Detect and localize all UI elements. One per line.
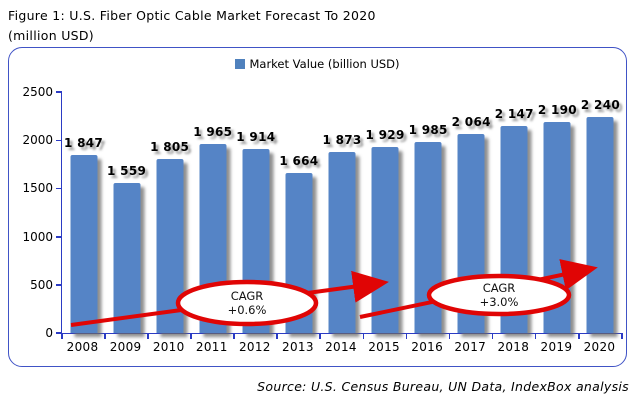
x-axis-label: 2013 [282, 340, 314, 354]
figure-units-subtitle: (million USD) [8, 28, 94, 43]
x-axis-labels: 2008 2009 2010 2011 2012 2013 2014 2015 2016 2017… [61, 340, 621, 354]
bar-slot: 2 240 [579, 92, 622, 333]
x-axis-label: 2019 [540, 340, 573, 354]
bar-slot: 1 873 [320, 92, 363, 333]
chart-frame: Market Value (billion USD) 1 847 1 559 1 8… [8, 47, 627, 367]
bar-value-label: 1 847 [63, 135, 104, 150]
x-axis-label: 2014 [325, 340, 357, 354]
bar-value-label: 2 190 [537, 102, 577, 117]
y-axis-tick [56, 236, 62, 238]
cagr-annotation-2: CAGR +3.0% [480, 281, 519, 309]
legend-series-label: Market Value (billion USD) [249, 57, 400, 71]
x-axis-label: 2010 [152, 340, 185, 354]
bar-value-label: 1 965 [193, 124, 233, 139]
plot-area: 1 847 1 559 1 805 1 965 1 914 1 664 1 873 1 929… [22, 85, 623, 340]
y-axis-tick [56, 139, 62, 142]
bar-slot: 1 805 [148, 92, 191, 333]
bar-value-label: 1 559 [107, 163, 147, 178]
cagr-annotation-2-value: +3.0% [479, 295, 519, 309]
bar-slot: 1 847 [62, 92, 105, 333]
bar-value-label: 1 929 [365, 128, 405, 143]
x-axis-tick [534, 333, 537, 339]
x-axis-tick [190, 333, 192, 339]
x-axis-label: 2012 [238, 340, 271, 354]
x-axis-tick [491, 333, 494, 339]
x-axis-label: 2017 [454, 340, 487, 354]
bar-value-label: 2 147 [494, 107, 534, 122]
x-axis-tick [362, 333, 365, 339]
cagr-annotation-1: CAGR +0.6% [228, 289, 267, 317]
y-axis-label: 0 [45, 326, 53, 340]
chart-legend: Market Value (billion USD) [9, 57, 626, 71]
y-axis-tick [56, 187, 62, 190]
bar-2015 [371, 147, 399, 333]
x-axis-tick [319, 333, 322, 339]
bar-2010 [156, 159, 184, 333]
y-axis-label: 500 [30, 277, 53, 292]
bar-value-label: 1 985 [408, 122, 448, 137]
x-axis-tick [405, 333, 408, 339]
cagr-annotation-1-value: +0.6% [227, 303, 267, 317]
x-axis-tick [147, 333, 149, 339]
x-axis-label: 2018 [497, 340, 530, 354]
bar-2020 [586, 117, 614, 333]
bar-slot: 1 664 [277, 92, 320, 333]
cagr-annotation-1-title: CAGR [230, 289, 264, 303]
bar-slot: 1 985 [407, 92, 450, 333]
bar-value-label: 1 664 [279, 153, 319, 168]
bar-2019 [543, 121, 571, 333]
bar-slot: 1 559 [105, 92, 148, 333]
y-axis-tick [56, 332, 62, 334]
x-axis-tick [577, 333, 580, 339]
bar-value-label: 1 805 [150, 140, 190, 154]
bar-slot: 1 929 [364, 92, 407, 333]
x-axis-tick [621, 333, 623, 339]
legend-series-swatch-icon [235, 59, 246, 69]
x-axis-label: 2011 [195, 340, 228, 354]
bar-2008 [70, 154, 98, 333]
x-axis-label: 2009 [109, 340, 142, 354]
bar-value-label: 2 064 [451, 115, 491, 130]
bar-2009 [113, 182, 141, 333]
x-axis-label: 2016 [411, 340, 444, 354]
x-axis-tick [448, 333, 451, 339]
bar-2016 [414, 141, 442, 333]
x-axis-tick [233, 333, 235, 339]
cagr-annotation-2-title: CAGR [482, 281, 516, 295]
x-axis-tick [276, 333, 278, 339]
y-axis-label: 2000 [22, 133, 53, 148]
bar-value-label: 1 914 [236, 129, 276, 144]
y-axis-label: 1000 [22, 229, 53, 244]
bar-slot: 2 190 [536, 92, 579, 333]
y-axis-tick [56, 284, 62, 286]
bar-2013 [285, 172, 313, 333]
x-axis-label: 2008 [66, 340, 99, 354]
x-axis-tick [104, 333, 106, 339]
source-credit: Source: U.S. Census Bureau, UN Data, Ind… [257, 379, 629, 394]
y-axis-label: 1500 [22, 181, 53, 196]
x-axis-tick [61, 333, 63, 339]
bar-value-label: 2 240 [580, 98, 620, 113]
bar-2014 [328, 152, 356, 333]
y-axis-label: 2500 [22, 85, 53, 99]
y-axis-tick [56, 91, 62, 93]
x-axis-label: 2020 [583, 340, 616, 354]
figure-title: Figure 1: U.S. Fiber Optic Cable Market … [8, 8, 376, 23]
bar-value-label: 1 873 [322, 133, 362, 148]
bar-2011 [199, 143, 227, 333]
x-axis-label: 2015 [368, 340, 400, 354]
